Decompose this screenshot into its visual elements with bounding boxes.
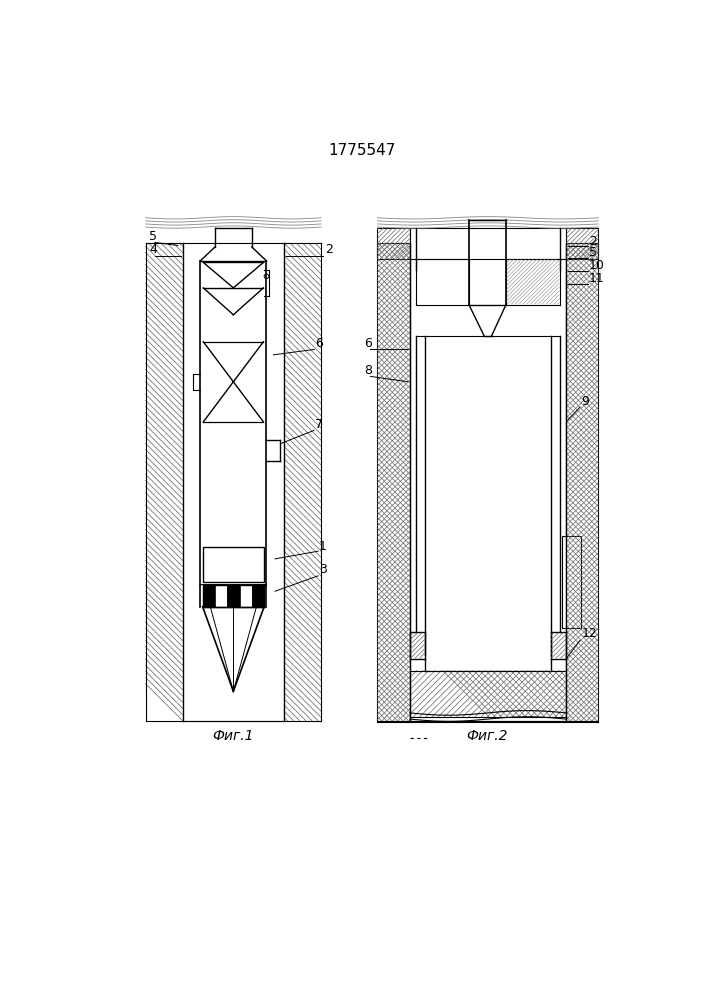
Text: 11: 11: [589, 272, 605, 285]
Text: 3: 3: [319, 563, 327, 576]
Text: 1775547: 1775547: [328, 143, 396, 158]
Bar: [562, 536, 581, 628]
Bar: [409, 228, 566, 259]
Bar: [227, 585, 240, 607]
Bar: [566, 243, 598, 721]
Text: 2: 2: [589, 235, 597, 248]
Bar: [252, 585, 264, 607]
Bar: [215, 585, 227, 607]
Text: 2: 2: [325, 243, 333, 256]
Bar: [203, 585, 215, 607]
Bar: [203, 547, 264, 582]
Text: 6: 6: [315, 337, 323, 350]
Text: 1: 1: [319, 540, 327, 553]
Text: 5: 5: [149, 230, 158, 243]
Bar: [378, 243, 409, 721]
Text: 6: 6: [364, 337, 372, 350]
Bar: [378, 228, 409, 259]
Bar: [566, 228, 598, 259]
Text: 12: 12: [581, 627, 597, 640]
Text: Фиг.1: Фиг.1: [213, 729, 254, 743]
Bar: [240, 585, 252, 607]
Text: 10: 10: [589, 259, 605, 272]
Text: 5: 5: [589, 246, 597, 259]
Text: 8: 8: [364, 364, 373, 377]
Text: 7: 7: [315, 418, 323, 431]
Text: 4: 4: [149, 243, 157, 256]
Text: 9: 9: [581, 395, 589, 408]
Text: Фиг.2: Фиг.2: [467, 729, 508, 743]
